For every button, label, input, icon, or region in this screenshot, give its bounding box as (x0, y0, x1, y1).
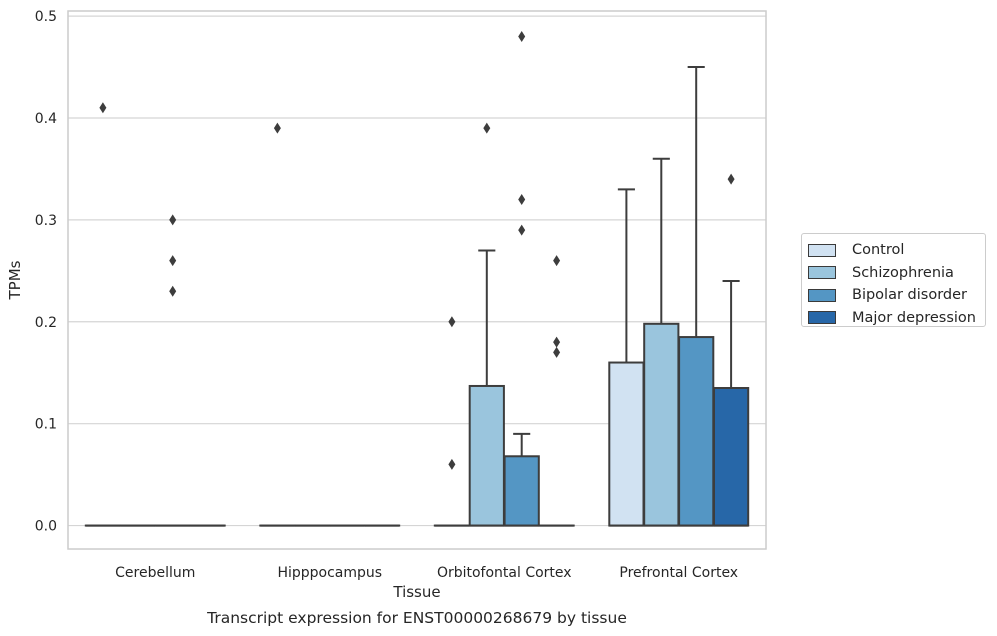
y-tick-labels: 0.0 0.1 0.2 0.3 0.4 0.5 (35, 9, 57, 534)
chart-title: Transcript expression for ENST0000026867… (206, 609, 627, 627)
x-tick-label: Orbitofontal Cortex (437, 565, 572, 581)
outlier-point (553, 255, 561, 267)
y-tick-label: 0.3 (35, 213, 57, 229)
box-body (503, 455, 540, 527)
outlier-point (518, 194, 526, 206)
box-body (468, 384, 505, 527)
x-tick-label: Hipppocampus (277, 565, 382, 581)
box (608, 188, 645, 527)
outliers-layer (99, 30, 735, 470)
box (503, 432, 540, 527)
boxes-layer (84, 66, 750, 527)
legend-swatch (808, 266, 836, 280)
box (712, 280, 750, 527)
y-tick-label: 0.1 (35, 417, 57, 433)
y-tick-label: 0.5 (35, 9, 57, 25)
y-axis-label: TPMs (6, 260, 24, 300)
outlier-point (169, 285, 177, 297)
outlier-point (448, 316, 456, 328)
y-tick-label: 0.4 (35, 111, 57, 127)
box-body (678, 336, 715, 527)
legend-item: Major depression (808, 307, 985, 330)
box-body (712, 387, 750, 527)
outlier-point (518, 224, 526, 236)
outlier-point (169, 255, 177, 267)
x-tick-label: Prefrontal Cortex (619, 565, 738, 581)
legend-item: Schizophrenia (808, 262, 985, 285)
y-tick-label: 0.2 (35, 315, 57, 331)
legend-label: Control (852, 242, 905, 259)
box-body (643, 322, 680, 527)
legend-label: Major depression (852, 309, 976, 326)
outlier-point (273, 122, 281, 134)
legend-item: Bipolar disorder (808, 284, 985, 307)
outlier-point (727, 173, 735, 185)
outlier-point (518, 30, 526, 42)
legend-swatch (808, 288, 836, 302)
x-tick-labels: Cerebellum Hipppocampus Orbitofontal Corte… (115, 565, 738, 581)
outlier-point (553, 346, 561, 358)
x-tick-label: Cerebellum (115, 565, 195, 581)
box-body (608, 361, 645, 527)
outlier-point (483, 122, 491, 134)
box (678, 66, 715, 527)
outlier-point (99, 102, 107, 114)
outlier-point (448, 458, 456, 470)
legend-label: Bipolar disorder (852, 287, 967, 304)
x-axis-label: Tissue (392, 583, 440, 601)
legend-item: Control (808, 239, 985, 262)
outlier-point (169, 214, 177, 226)
legend-swatch (808, 243, 836, 257)
y-tick-label: 0.0 (35, 519, 57, 535)
legend: Control Schizophrenia Bipolar disorder Majo… (801, 233, 986, 327)
outlier-point (553, 336, 561, 348)
plot-frame (67, 10, 767, 550)
legend-swatch (808, 311, 836, 325)
box (643, 157, 680, 527)
box (468, 249, 505, 527)
legend-label: Schizophrenia (852, 264, 954, 281)
